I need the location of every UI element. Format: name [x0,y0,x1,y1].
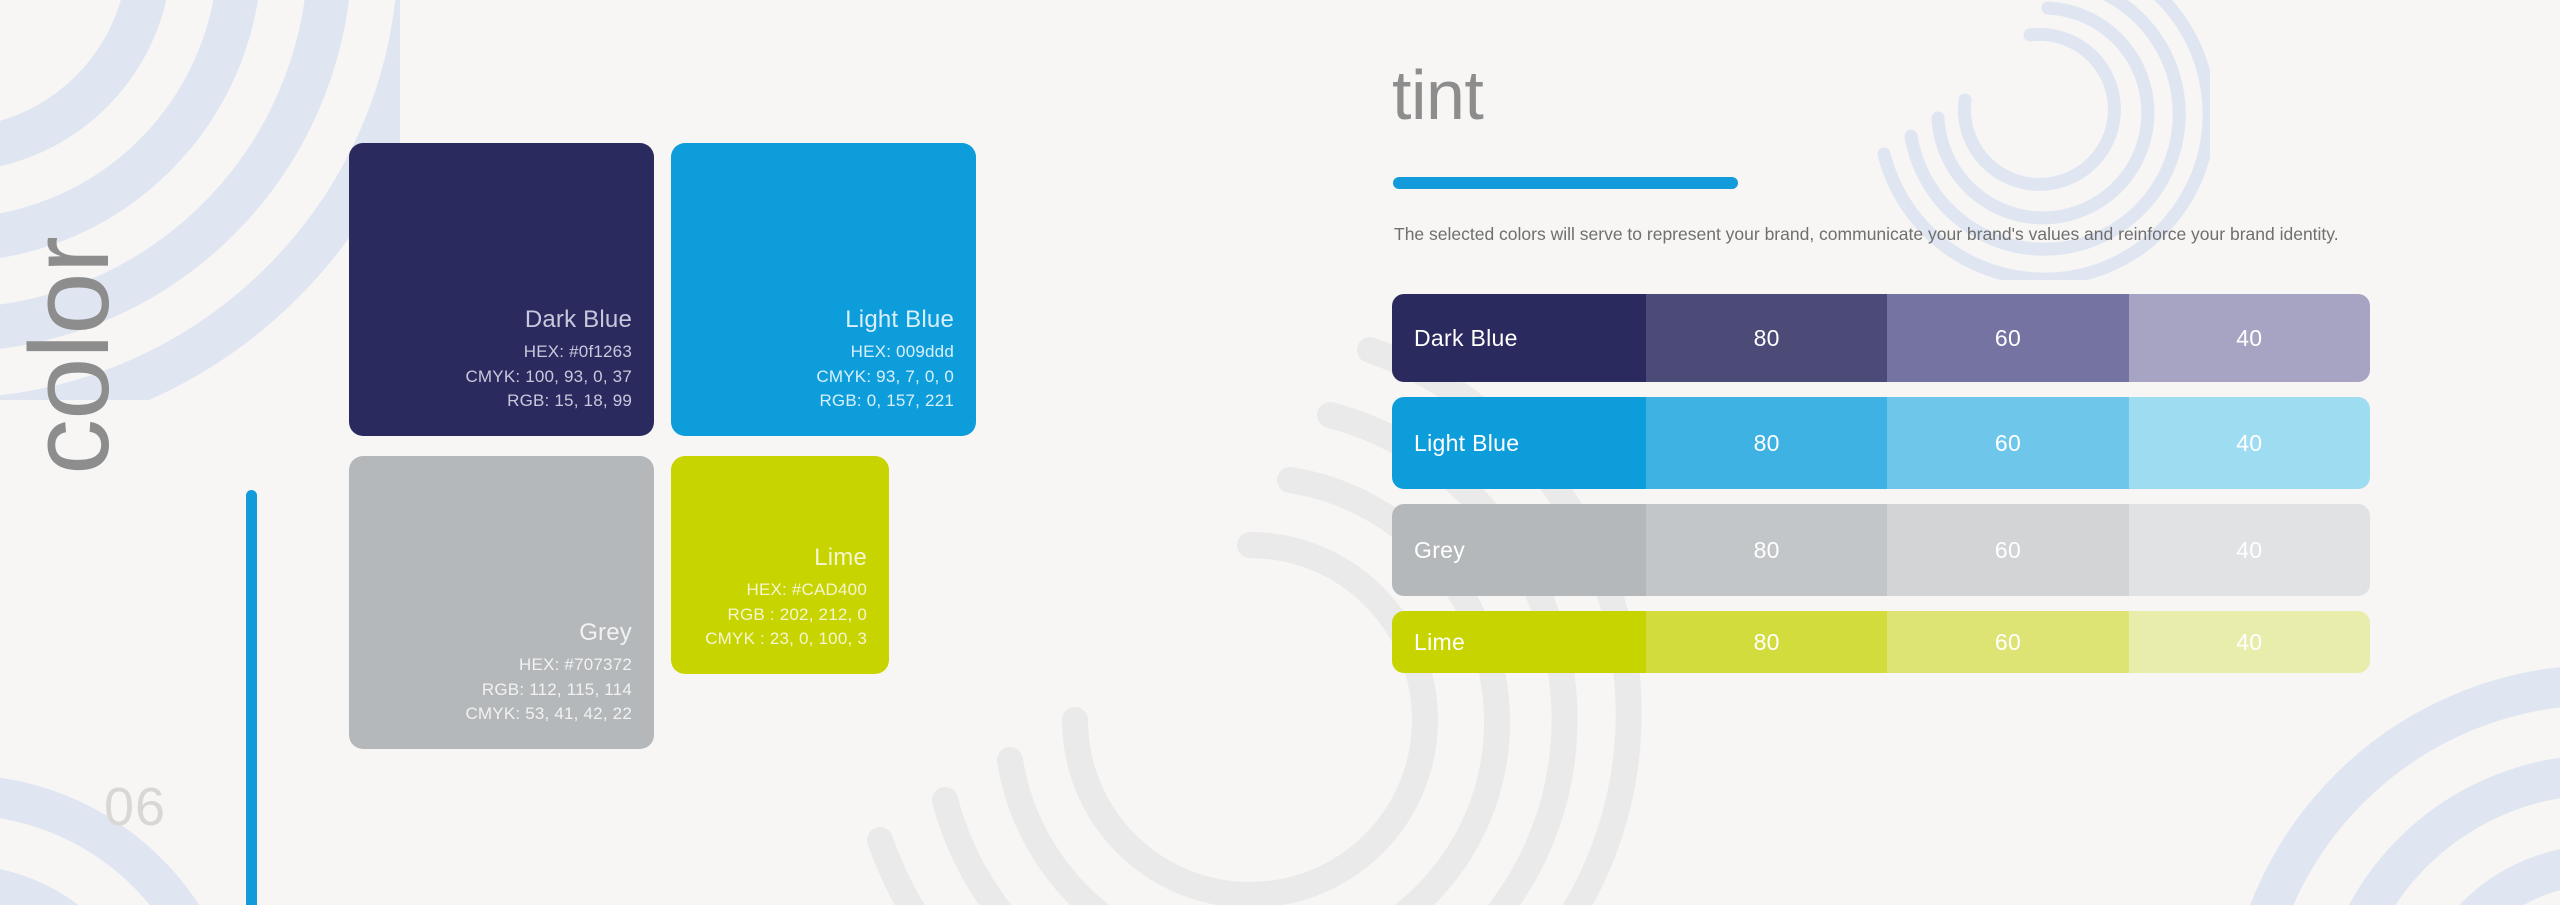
swatch-cmyk: CMYK: 93, 7, 0, 0 [816,366,954,386]
swatch-cmyk: CMYK : 23, 0, 100, 3 [705,629,867,649]
swatch-rgb: RGB : 202, 212, 0 [727,604,867,624]
tint-step-40: 40 [2128,294,2370,382]
table-row[interactable]: Grey 80 60 40 [1392,504,2370,596]
swatch-light-blue[interactable]: Light Blue HEX: 009ddd CMYK: 93, 7, 0, 0… [671,143,976,436]
swatch-hex: HEX: #CAD400 [746,580,867,600]
table-row[interactable]: Light Blue 80 60 40 [1392,397,2370,489]
tint-step-60: 60 [1887,611,2129,673]
tint-step-80: 80 [1646,294,1888,382]
page-number: 06 [104,777,167,837]
swatch-name: Dark Blue [524,305,632,333]
tint-step-60: 60 [1887,397,2129,489]
tint-panel: tint The selected colors will serve to r… [1392,0,2392,905]
tint-step-80: 80 [1646,397,1888,489]
tint-step-40: 40 [2128,504,2370,596]
tint-row-label: Lime [1392,611,1646,673]
swatch-name: Grey [579,618,632,646]
tint-table: Dark Blue 80 60 40 Light Blue 80 60 40 G… [1392,294,2370,688]
tint-step-80: 80 [1646,504,1888,596]
tint-step-60: 60 [1887,294,2129,382]
swatch-cmyk: CMYK: 100, 93, 0, 37 [465,366,632,386]
tint-step-60: 60 [1887,504,2129,596]
section-title: color [7,237,132,475]
tint-step-40: 40 [2128,397,2370,489]
swatch-hex: HEX: 009ddd [850,342,954,362]
swatch-lime[interactable]: Lime HEX: #CAD400 RGB : 202, 212, 0 CMYK… [671,456,889,674]
left-rail: color 06 [0,0,290,905]
swatch-dark-blue[interactable]: Dark Blue HEX: #0f1263 CMYK: 100, 93, 0,… [349,143,654,436]
tint-heading: tint [1392,56,1484,134]
tint-step-80: 80 [1646,611,1888,673]
tint-description: The selected colors will serve to repres… [1394,224,2339,244]
accent-vertical-bar [246,490,257,905]
swatch-hex: HEX: #0f1263 [523,342,632,362]
tint-step-40: 40 [2128,611,2370,673]
table-row[interactable]: Lime 80 60 40 [1392,611,2370,673]
swatch-cmyk: CMYK: 53, 41, 42, 22 [465,704,632,724]
tint-heading-underline [1393,177,1738,189]
swatch-grey[interactable]: Grey HEX: #707372 RGB: 112, 115, 114 CMY… [349,456,654,749]
swatch-name: Light Blue [845,305,954,333]
swatch-name: Lime [814,543,867,571]
swatch-rgb: RGB: 15, 18, 99 [507,391,632,411]
tint-row-label: Grey [1392,504,1646,596]
swatch-hex: HEX: #707372 [519,655,632,675]
swatch-rgb: RGB: 0, 157, 221 [819,391,954,411]
table-row[interactable]: Dark Blue 80 60 40 [1392,294,2370,382]
swatch-rgb: RGB: 112, 115, 114 [481,679,632,699]
tint-row-label: Light Blue [1392,397,1646,489]
tint-row-label: Dark Blue [1392,294,1646,382]
